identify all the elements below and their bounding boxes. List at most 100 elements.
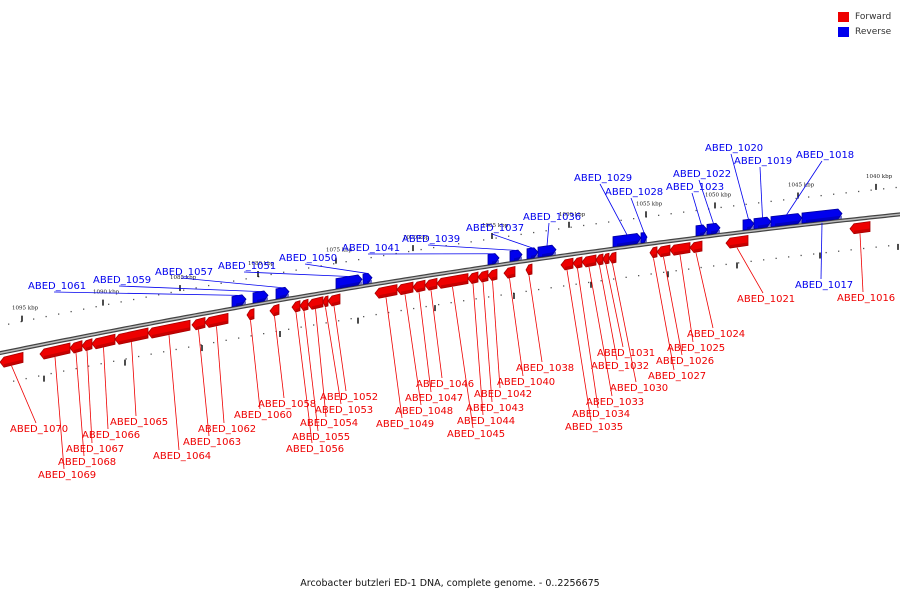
ABED_1036-gene-shade bbox=[542, 251, 556, 258]
minor-tick-dot bbox=[463, 300, 465, 302]
minor-tick-dot bbox=[50, 372, 52, 375]
minor-tick-dot bbox=[558, 228, 560, 230]
minor-tick-dot bbox=[763, 259, 765, 261]
ABED_1051-gene-shade bbox=[340, 281, 362, 289]
minor-tick-dot bbox=[808, 196, 810, 198]
minor-tick-dot bbox=[800, 254, 802, 257]
minor-tick-dot bbox=[313, 324, 315, 326]
legend-label-reverse: Reverse bbox=[855, 26, 892, 37]
ABED_1067-label: ABED_1067 bbox=[66, 444, 124, 455]
ABED_1024-label: ABED_1024 bbox=[687, 329, 745, 340]
minor-tick-dot bbox=[125, 358, 127, 360]
minor-tick-dot bbox=[758, 202, 760, 204]
minor-tick-dot bbox=[713, 265, 715, 267]
ABED_1058-gene-shade bbox=[274, 311, 279, 316]
minor-tick-dot bbox=[700, 266, 702, 269]
ABED_1052-gene-shade bbox=[332, 300, 340, 306]
minor-tick-dot bbox=[825, 251, 827, 254]
ABED_1027-gene-shade bbox=[653, 253, 657, 258]
ABED_1067-gene-shade bbox=[86, 345, 92, 351]
minor-tick-dot bbox=[408, 250, 410, 253]
minor-tick-dot bbox=[83, 308, 85, 310]
minor-tick-dot bbox=[733, 205, 735, 207]
minor-tick-dot bbox=[33, 318, 35, 320]
ABED_1054-label: ABED_1054 bbox=[300, 418, 358, 429]
ABED_1031-label: ABED_1031 bbox=[597, 348, 655, 359]
minor-tick-dot bbox=[888, 245, 890, 247]
ABED_1061-leader bbox=[53, 291, 240, 296]
minor-tick-dot bbox=[425, 305, 427, 308]
minor-tick-dot bbox=[283, 271, 285, 273]
ABED_1067-leader bbox=[86, 350, 93, 444]
ABED_1022-label: ABED_1022 bbox=[673, 169, 731, 180]
tick-label: 1075 kbp bbox=[326, 248, 353, 254]
ABED_1051-label: ABED_1051 bbox=[218, 261, 276, 272]
minor-tick-dot bbox=[338, 320, 340, 322]
ABED_1032-leader bbox=[599, 265, 618, 361]
minor-tick-dot bbox=[233, 280, 235, 282]
ABED_1016-gene-shade bbox=[854, 228, 870, 234]
ABED_1022-gene-shade bbox=[711, 229, 720, 235]
minor-tick-dot bbox=[638, 275, 640, 277]
minor-tick-dot bbox=[533, 231, 535, 234]
ABED_1031-leader bbox=[605, 264, 624, 348]
minor-tick-dot bbox=[725, 263, 727, 266]
minor-tick-dot bbox=[400, 309, 402, 312]
ABED_1064-gene bbox=[147, 319, 191, 339]
ABED_1055-gene-shade bbox=[303, 306, 308, 311]
minor-tick-dot bbox=[188, 346, 190, 348]
ABED_1017-gene-shade bbox=[806, 215, 842, 224]
minor-tick-dot bbox=[295, 269, 297, 271]
tick-label: 1080 kbp bbox=[248, 261, 275, 267]
minor-tick-dot bbox=[675, 270, 677, 272]
ABED_1046-gene-shade bbox=[429, 285, 437, 291]
minor-tick-dot bbox=[238, 337, 240, 339]
minor-tick-dot bbox=[225, 339, 227, 341]
ABED_1043-label: ABED_1043 bbox=[466, 403, 524, 414]
ABED_1050-leader bbox=[304, 263, 368, 274]
ABED_1034-gene-shade bbox=[577, 263, 582, 269]
ABED_1041-label: ABED_1041 bbox=[342, 243, 400, 254]
ABED_1043-leader bbox=[482, 282, 493, 403]
ABED_1066-label: ABED_1066 bbox=[82, 430, 140, 441]
ABED_1040-leader bbox=[509, 278, 524, 377]
ABED_1023-gene-shade bbox=[700, 231, 707, 236]
ABED_1054-leader bbox=[315, 309, 327, 418]
minor-tick-dot bbox=[745, 203, 747, 206]
ABED_1060-gene-shade bbox=[250, 315, 254, 320]
ABED_1017-label: ABED_1017 bbox=[795, 280, 853, 291]
minor-tick-dot bbox=[770, 200, 772, 203]
minor-tick-dot bbox=[213, 341, 215, 344]
minor-tick-dot bbox=[175, 348, 177, 351]
minor-tick-dot bbox=[538, 288, 540, 291]
ABED_1037-label: ABED_1037 bbox=[466, 223, 524, 234]
minor-tick-dot bbox=[550, 287, 552, 289]
ABED_1036-label: ABED_1036 bbox=[523, 212, 581, 223]
ABED_1061-label: ABED_1061 bbox=[28, 281, 86, 292]
minor-tick-dot bbox=[458, 243, 460, 245]
minor-tick-dot bbox=[183, 289, 185, 291]
minor-tick-dot bbox=[270, 273, 272, 276]
minor-tick-dot bbox=[500, 294, 502, 296]
minor-tick-dot bbox=[413, 307, 415, 310]
ABED_1024-gene-shade bbox=[694, 248, 702, 253]
ABED_1038-label: ABED_1038 bbox=[516, 363, 574, 374]
ABED_1060-label: ABED_1060 bbox=[234, 410, 292, 421]
minor-tick-dot bbox=[813, 253, 815, 255]
ABED_1056-leader bbox=[295, 312, 313, 444]
minor-tick-dot bbox=[13, 380, 15, 382]
ABED_1027-label: ABED_1027 bbox=[648, 371, 706, 382]
tick-label: 1070 kbp bbox=[403, 235, 430, 241]
minor-tick-dot bbox=[75, 367, 77, 370]
minor-tick-dot bbox=[838, 250, 840, 252]
minor-tick-dot bbox=[720, 206, 722, 209]
ABED_1033-gene-shade bbox=[586, 262, 596, 267]
tick-label: 1065 kbp bbox=[482, 223, 509, 229]
ABED_1046-label: ABED_1046 bbox=[416, 379, 474, 390]
ABED_1045-leader bbox=[452, 286, 474, 429]
minor-tick-dot bbox=[775, 257, 777, 260]
tick-label: 1050 kbp bbox=[705, 192, 732, 198]
minor-tick-dot bbox=[70, 310, 72, 313]
ABED_1056-gene-shade bbox=[295, 307, 300, 313]
minor-tick-dot bbox=[750, 260, 752, 263]
